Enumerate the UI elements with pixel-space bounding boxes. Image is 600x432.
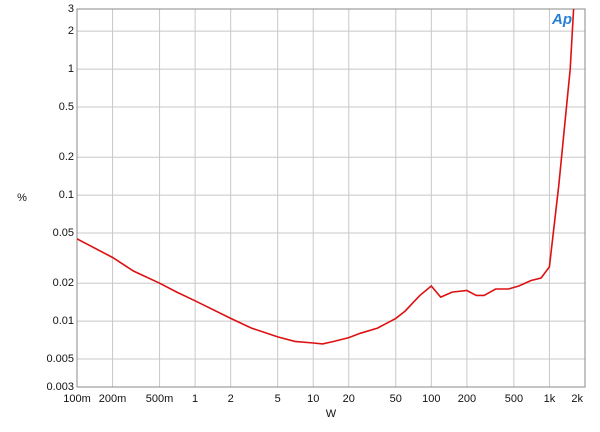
x-tick-label: 5 bbox=[275, 393, 281, 405]
y-tick-label: 0.2 bbox=[59, 151, 74, 163]
y-tick-label: 0.003 bbox=[46, 381, 74, 393]
data-line bbox=[77, 8, 575, 345]
y-tick-label: 0.005 bbox=[46, 353, 74, 365]
x-tick-label: 100 bbox=[422, 393, 440, 405]
x-tick-label: 500 bbox=[505, 393, 523, 405]
y-tick-label: 1 bbox=[68, 63, 74, 75]
x-tick-label: 2 bbox=[228, 393, 234, 405]
y-tick-label: 0.5 bbox=[59, 101, 74, 113]
x-axis-label: W bbox=[326, 408, 337, 420]
y-tick-label: 2 bbox=[68, 25, 74, 37]
y-tick-label: 0.01 bbox=[53, 315, 74, 327]
x-tick-label: 500m bbox=[146, 393, 174, 405]
x-tick-label: 200 bbox=[458, 393, 476, 405]
x-tick-label: 100m bbox=[63, 393, 91, 405]
y-tick-label: 3 bbox=[68, 3, 74, 15]
x-tick-label: 10 bbox=[307, 393, 319, 405]
x-tick-label: 20 bbox=[343, 393, 355, 405]
x-tick-label: 200m bbox=[99, 393, 127, 405]
x-tick-label: 1 bbox=[192, 393, 198, 405]
y-tick-label: 0.1 bbox=[59, 189, 74, 201]
plot-frame bbox=[76, 8, 586, 388]
y-axis-label: % bbox=[17, 192, 27, 204]
logo: Ap bbox=[551, 11, 572, 28]
y-tick-label: 0.02 bbox=[53, 277, 74, 289]
x-tick-label: 1k bbox=[544, 393, 556, 405]
y-tick-label: 0.05 bbox=[53, 227, 74, 239]
x-tick-label: 50 bbox=[390, 393, 402, 405]
x-tick-label: 2k bbox=[571, 393, 583, 405]
